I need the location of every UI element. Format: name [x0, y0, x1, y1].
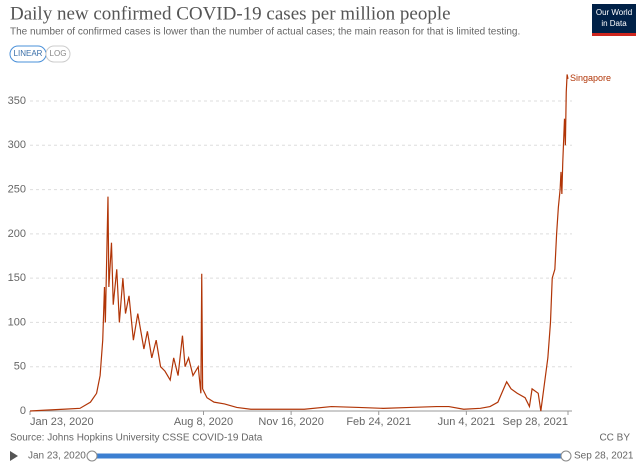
timeline-end: Sep 28, 2021 — [574, 451, 634, 462]
log-label: LOG — [50, 49, 67, 58]
y-tick-label: 300 — [8, 139, 26, 151]
chart-title: Daily new confirmed COVID-19 cases per m… — [10, 3, 451, 24]
timeline-handle[interactable] — [86, 450, 98, 462]
x-tick-label: Jan 23, 2020 — [30, 416, 94, 428]
y-tick-label: 100 — [8, 316, 26, 328]
logo-text: Our World — [596, 8, 632, 17]
timeline-start: Jan 23, 2020 — [28, 451, 86, 462]
x-tick-label: Aug 8, 2020 — [174, 416, 233, 428]
x-tick-label: Feb 24, 2021 — [346, 416, 411, 428]
x-tick-label: Jun 4, 2021 — [438, 416, 496, 428]
log-button[interactable] — [45, 45, 71, 63]
source: Source: Johns Hopkins University CSSE CO… — [10, 433, 263, 444]
y-tick-label: 50 — [14, 361, 26, 373]
play-button[interactable] — [10, 451, 18, 461]
logo-text: in Data — [601, 19, 627, 28]
y-tick-label: 350 — [8, 95, 26, 107]
series-line — [29, 74, 569, 412]
y-tick-label: 200 — [8, 228, 26, 240]
x-tick-label: Nov 16, 2020 — [258, 416, 323, 428]
logo[interactable] — [592, 4, 636, 36]
license: CC BY — [599, 433, 630, 444]
x-tick-label: Sep 28, 2021 — [503, 416, 568, 428]
chart-subtitle: The number of confirmed cases is lower t… — [10, 27, 520, 38]
y-tick-label: 0 — [20, 405, 26, 417]
timeline-handle[interactable] — [560, 450, 572, 462]
y-tick-label: 250 — [8, 183, 26, 195]
series-label: Singapore — [570, 73, 611, 83]
linear-label: LINEAR — [14, 49, 43, 58]
y-tick-label: 150 — [8, 272, 26, 284]
logo-stripe — [592, 33, 636, 36]
